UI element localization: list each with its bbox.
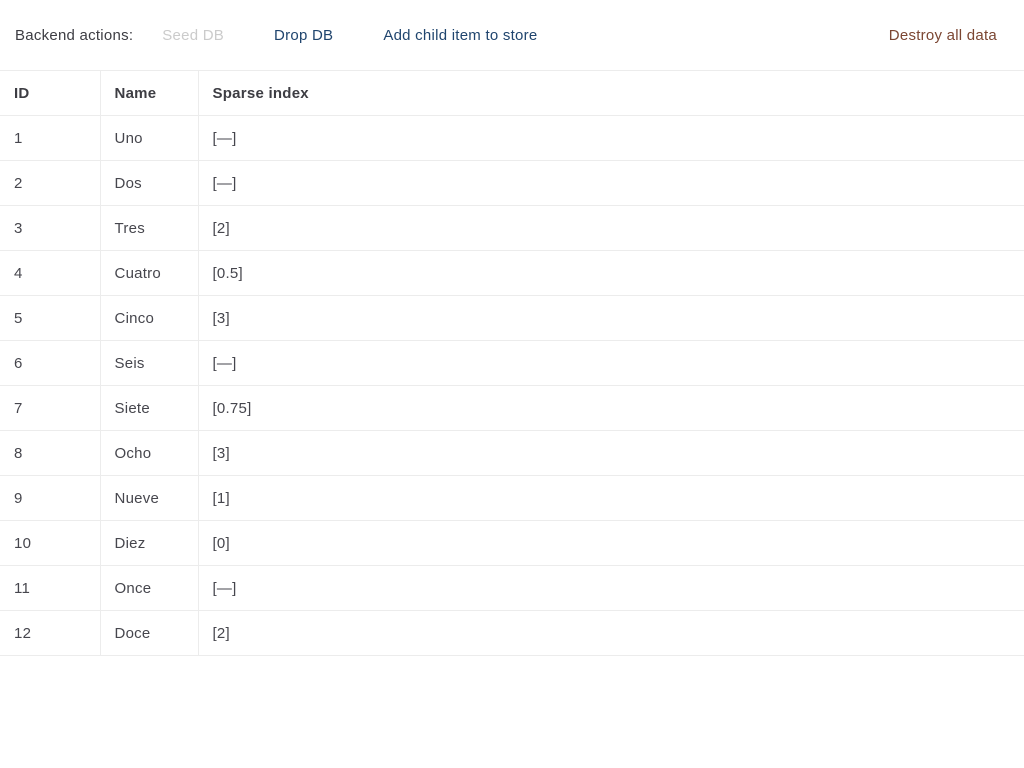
- cell-sparse-index: [—]: [198, 115, 1024, 161]
- cell-name: Cuatro: [100, 250, 199, 296]
- table-row: 8 Ocho [3]: [0, 430, 1024, 476]
- table-row: 10 Diez [0]: [0, 520, 1024, 566]
- seed-db-button[interactable]: Seed DB: [162, 26, 225, 44]
- cell-name: Diez: [100, 520, 199, 566]
- cell-name: Nueve: [100, 475, 199, 521]
- cell-id: 5: [0, 295, 101, 341]
- cell-name: Once: [100, 565, 199, 611]
- cell-id: 12: [0, 610, 101, 656]
- table-row: 9 Nueve [1]: [0, 475, 1024, 521]
- cell-sparse-index: [0.5]: [198, 250, 1024, 296]
- column-header-name: Name: [100, 70, 199, 116]
- cell-name: Dos: [100, 160, 199, 206]
- drop-db-button[interactable]: Drop DB: [274, 26, 334, 44]
- column-header-sparse-index: Sparse index: [198, 70, 1024, 116]
- cell-sparse-index: [1]: [198, 475, 1024, 521]
- cell-sparse-index: [2]: [198, 610, 1024, 656]
- cell-sparse-index: [2]: [198, 205, 1024, 251]
- cell-name: Uno: [100, 115, 199, 161]
- items-table: ID Name Sparse index 1 Uno [—] 2 Dos [—] 3 Tres…: [0, 70, 1024, 656]
- backend-actions-toolbar: Backend actions: Seed DB Drop DB Add chi…: [0, 0, 1024, 70]
- table-header: ID Name Sparse index: [0, 70, 1024, 116]
- cell-sparse-index: [—]: [198, 565, 1024, 611]
- cell-id: 3: [0, 205, 101, 251]
- table-row: 6 Seis [—]: [0, 340, 1024, 386]
- table-row: 4 Cuatro [0.5]: [0, 250, 1024, 296]
- cell-name: Ocho: [100, 430, 199, 476]
- cell-name: Doce: [100, 610, 199, 656]
- cell-id: 9: [0, 475, 101, 521]
- table-row: 11 Once [—]: [0, 565, 1024, 611]
- cell-id: 7: [0, 385, 101, 431]
- cell-sparse-index: [0]: [198, 520, 1024, 566]
- toolbar-actions-group: Seed DB Drop DB Add child item to store: [162, 27, 537, 44]
- toolbar-label: Backend actions:: [15, 26, 134, 44]
- cell-sparse-index: [0.75]: [198, 385, 1024, 431]
- cell-name: Tres: [100, 205, 199, 251]
- cell-name: Siete: [100, 385, 199, 431]
- cell-sparse-index: [—]: [198, 160, 1024, 206]
- table-row: 2 Dos [—]: [0, 160, 1024, 206]
- cell-sparse-index: [3]: [198, 295, 1024, 341]
- add-child-item-button[interactable]: Add child item to store: [383, 26, 538, 44]
- cell-name: Cinco: [100, 295, 199, 341]
- cell-sparse-index: [—]: [198, 340, 1024, 386]
- cell-sparse-index: [3]: [198, 430, 1024, 476]
- cell-id: 4: [0, 250, 101, 296]
- table-row: 7 Siete [0.75]: [0, 385, 1024, 431]
- cell-name: Seis: [100, 340, 199, 386]
- cell-id: 6: [0, 340, 101, 386]
- table-body: 1 Uno [—] 2 Dos [—] 3 Tres [2] 4 Cuatro [0.5] 5 Cinco…: [0, 115, 1024, 656]
- table-row: 12 Doce [2]: [0, 610, 1024, 656]
- cell-id: 1: [0, 115, 101, 161]
- destroy-all-data-button[interactable]: Destroy all data: [888, 26, 997, 44]
- table-row: 1 Uno [—]: [0, 115, 1024, 161]
- cell-id: 8: [0, 430, 101, 476]
- cell-id: 10: [0, 520, 101, 566]
- table-row: 3 Tres [2]: [0, 205, 1024, 251]
- column-header-id: ID: [0, 70, 101, 116]
- table-row: 5 Cinco [3]: [0, 295, 1024, 341]
- cell-id: 2: [0, 160, 101, 206]
- cell-id: 11: [0, 565, 101, 611]
